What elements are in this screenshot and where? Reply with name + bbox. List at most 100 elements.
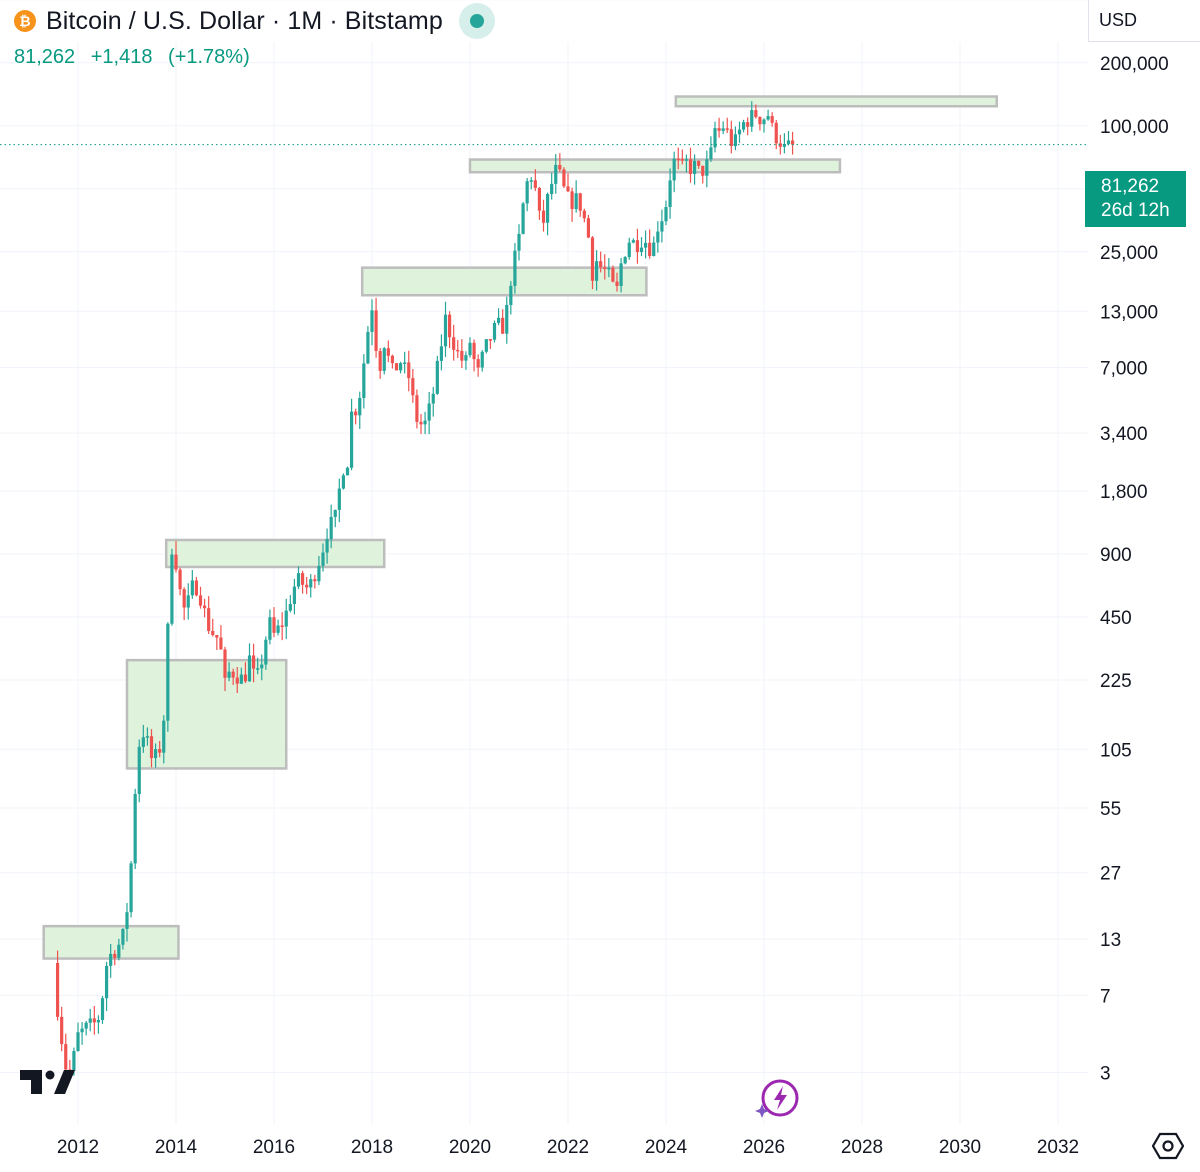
- candle[interactable]: [55, 950, 60, 1021]
- candle[interactable]: [721, 121, 725, 135]
- candle[interactable]: [88, 1008, 92, 1032]
- candle[interactable]: [268, 609, 272, 645]
- candle[interactable]: [537, 187, 542, 220]
- candle[interactable]: [770, 112, 774, 127]
- candle[interactable]: [117, 938, 121, 961]
- candle[interactable]: [750, 101, 754, 132]
- candle[interactable]: [415, 389, 419, 429]
- candle[interactable]: [133, 788, 137, 869]
- candle[interactable]: [452, 324, 456, 361]
- candle[interactable]: [60, 1006, 64, 1052]
- candle[interactable]: [578, 192, 582, 217]
- candle[interactable]: [276, 619, 280, 636]
- candle[interactable]: [153, 743, 158, 768]
- candle[interactable]: [349, 398, 354, 471]
- candle[interactable]: [443, 301, 448, 357]
- candle[interactable]: [235, 666, 239, 694]
- candle[interactable]: [582, 208, 586, 223]
- candle[interactable]: [288, 595, 292, 613]
- candle[interactable]: [223, 646, 227, 692]
- candle[interactable]: [264, 636, 268, 670]
- candle[interactable]: [386, 340, 390, 363]
- candle[interactable]: [603, 254, 607, 280]
- candle[interactable]: [92, 1006, 96, 1035]
- candle[interactable]: [403, 351, 407, 374]
- candle[interactable]: [394, 363, 399, 371]
- candle[interactable]: [737, 121, 742, 143]
- candle[interactable]: [521, 202, 525, 235]
- candle[interactable]: [256, 657, 260, 675]
- candle[interactable]: [517, 224, 521, 261]
- candle[interactable]: [460, 339, 464, 369]
- candle[interactable]: [631, 238, 635, 244]
- currency-button[interactable]: USD: [1088, 0, 1200, 42]
- candle[interactable]: [125, 902, 129, 942]
- candle[interactable]: [178, 567, 182, 596]
- price-axis[interactable]: 400,000200,000100,00050,00025,00013,0007…: [1100, 0, 1169, 1084]
- candle[interactable]: [488, 338, 493, 349]
- candle[interactable]: [272, 607, 276, 638]
- candle[interactable]: [317, 555, 321, 586]
- candle[interactable]: [574, 180, 578, 213]
- candle[interactable]: [333, 509, 337, 528]
- candle[interactable]: [660, 209, 664, 243]
- candle[interactable]: [611, 265, 615, 283]
- candle[interactable]: [599, 251, 603, 273]
- candle[interactable]: [170, 548, 174, 626]
- candle[interactable]: [280, 612, 284, 641]
- candle[interactable]: [411, 368, 415, 403]
- candle[interactable]: [758, 116, 762, 131]
- candle[interactable]: [76, 1022, 80, 1052]
- candle[interactable]: [427, 391, 431, 435]
- candle[interactable]: [705, 150, 709, 188]
- candle[interactable]: [129, 861, 133, 918]
- candle[interactable]: [247, 643, 252, 682]
- candle[interactable]: [664, 200, 668, 226]
- candle[interactable]: [525, 177, 529, 212]
- candle[interactable]: [113, 950, 117, 966]
- candle[interactable]: [309, 574, 313, 598]
- candle[interactable]: [447, 311, 452, 349]
- candle[interactable]: [468, 337, 472, 358]
- candle[interactable]: [533, 169, 537, 191]
- candle[interactable]: [186, 583, 190, 620]
- candle[interactable]: [243, 662, 248, 684]
- candle[interactable]: [746, 117, 750, 136]
- candle[interactable]: [354, 408, 358, 425]
- candle[interactable]: [292, 578, 297, 615]
- candle[interactable]: [374, 297, 378, 358]
- candle[interactable]: [260, 654, 264, 681]
- candle[interactable]: [733, 126, 738, 151]
- candle[interactable]: [684, 154, 689, 173]
- candle[interactable]: [362, 354, 366, 409]
- candle[interactable]: [729, 120, 733, 154]
- candle[interactable]: [305, 577, 309, 595]
- candle[interactable]: [96, 1015, 101, 1034]
- candle[interactable]: [439, 334, 444, 371]
- candle[interactable]: [717, 117, 721, 138]
- candle[interactable]: [676, 147, 680, 170]
- candle[interactable]: [141, 724, 145, 753]
- candle[interactable]: [149, 729, 154, 768]
- candle[interactable]: [464, 351, 468, 370]
- candle[interactable]: [378, 348, 382, 379]
- candle[interactable]: [84, 1020, 88, 1036]
- candle[interactable]: [162, 715, 166, 764]
- candle[interactable]: [774, 119, 778, 150]
- candle[interactable]: [345, 466, 350, 476]
- settings-hexagon-icon[interactable]: [1151, 1130, 1185, 1162]
- candle[interactable]: [701, 165, 705, 184]
- candle[interactable]: [166, 622, 170, 732]
- candle[interactable]: [643, 230, 648, 259]
- candle[interactable]: [435, 355, 439, 395]
- candle[interactable]: [80, 1022, 84, 1045]
- support-resistance-zone[interactable]: [360, 266, 648, 297]
- candle[interactable]: [202, 598, 207, 618]
- candle[interactable]: [337, 478, 341, 523]
- candle[interactable]: [688, 147, 693, 183]
- candle[interactable]: [104, 961, 109, 1011]
- candle[interactable]: [697, 160, 701, 169]
- candle[interactable]: [725, 117, 729, 134]
- candle[interactable]: [566, 173, 570, 193]
- candle[interactable]: [219, 625, 223, 650]
